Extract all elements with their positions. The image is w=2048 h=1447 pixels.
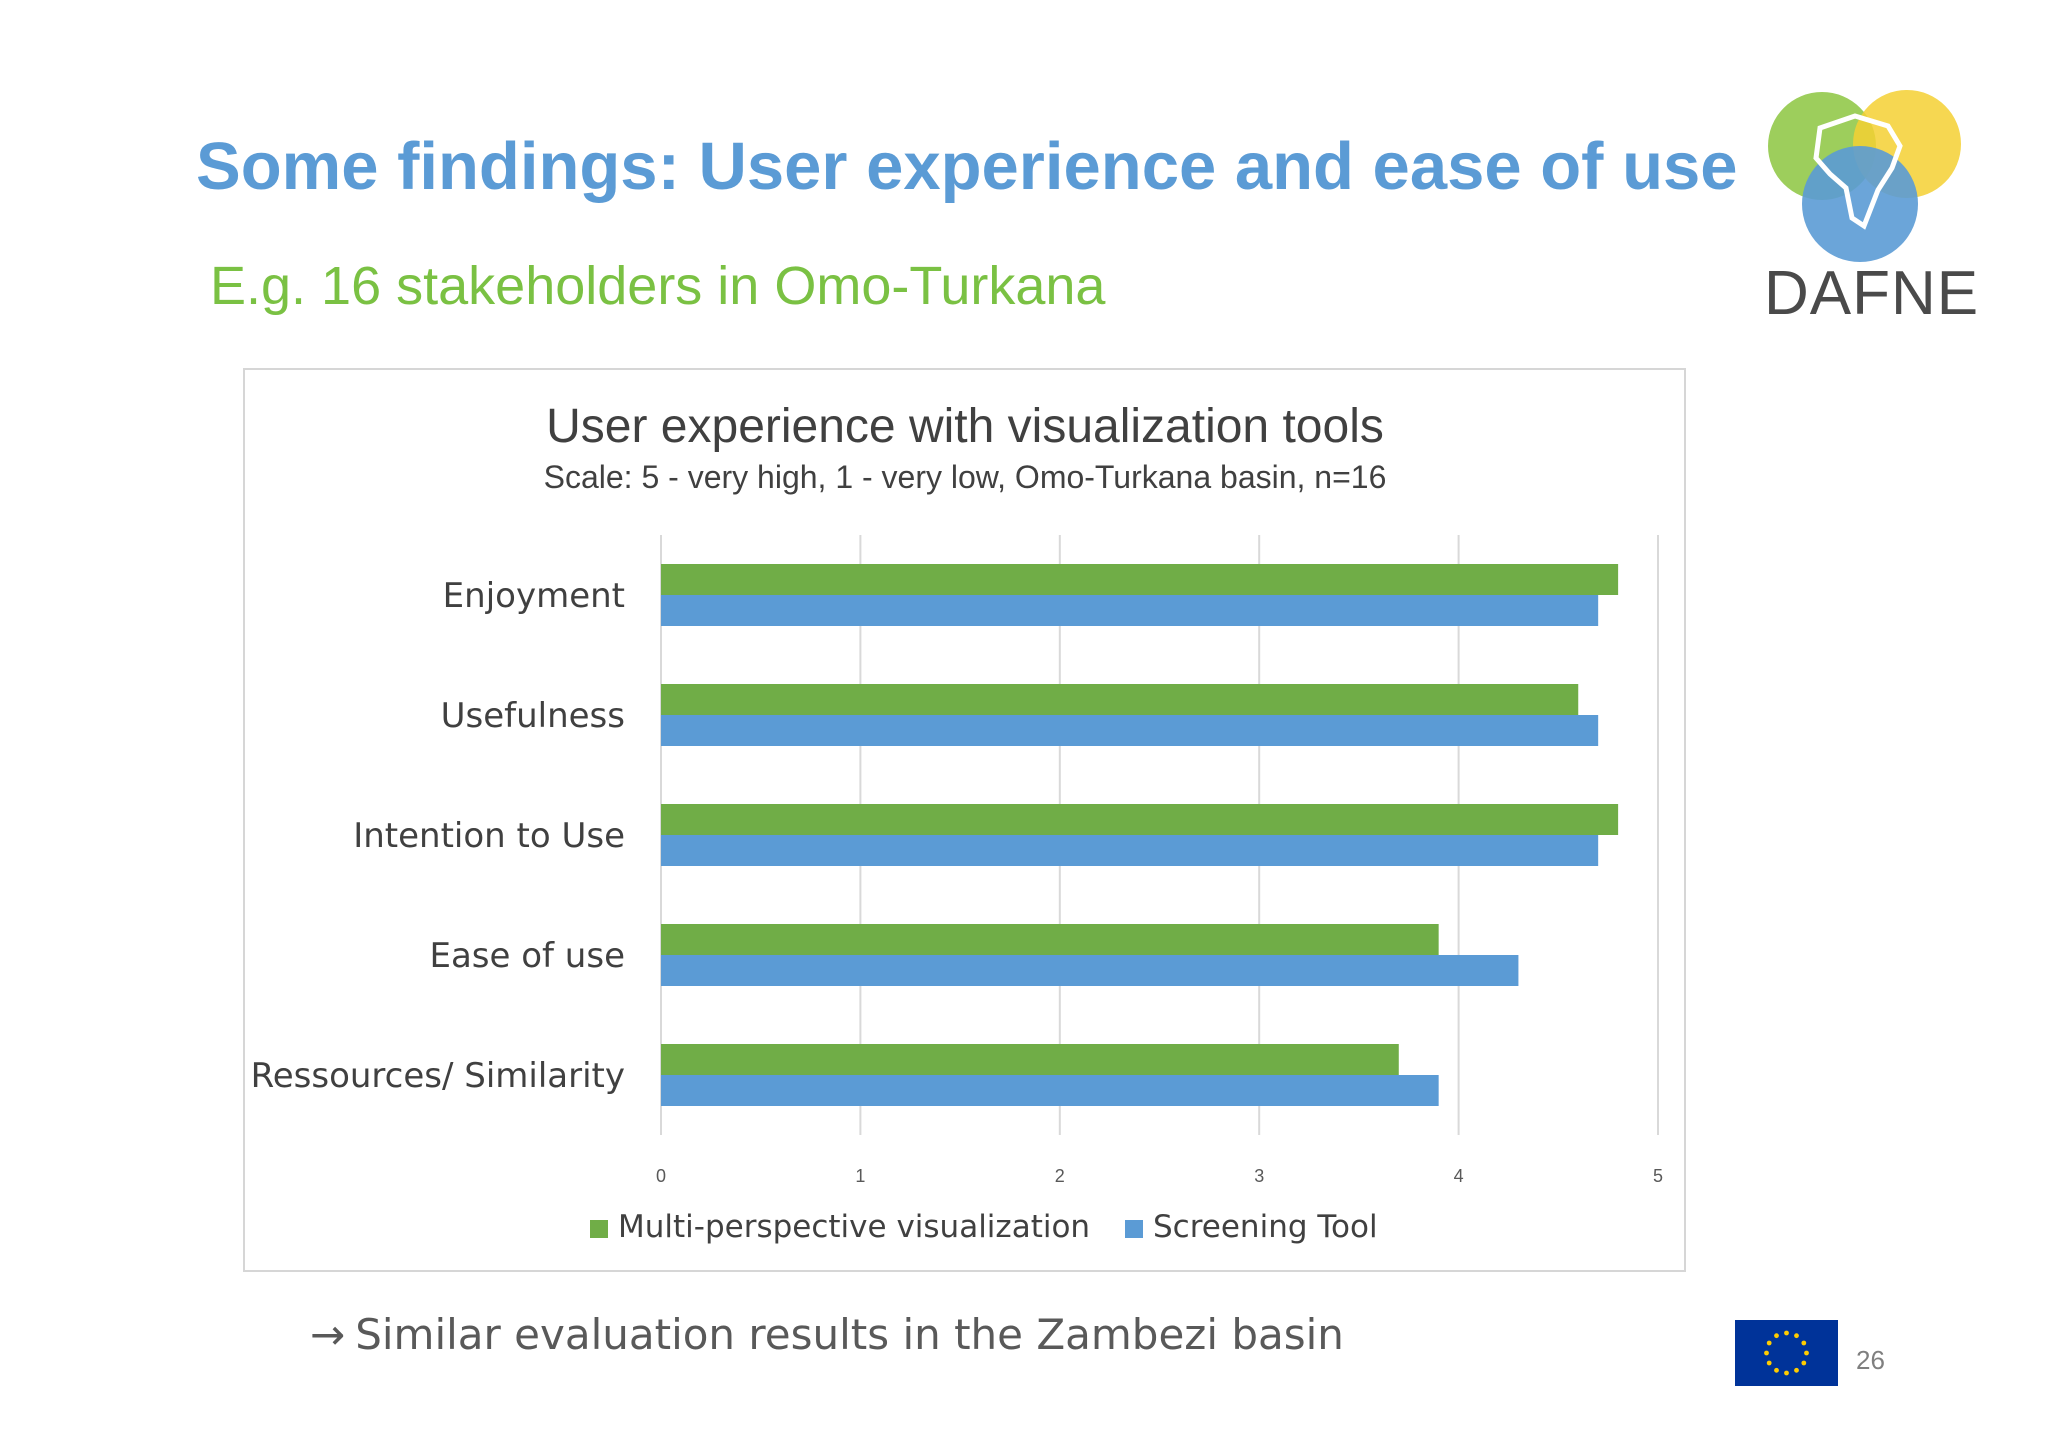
- bar-0-1: [661, 595, 1599, 626]
- eu-star-7: [1766, 1340, 1772, 1346]
- bar-2-1: [661, 835, 1599, 866]
- x-tick-label-5: 5: [1653, 1166, 1663, 1186]
- bar-chart: Enjoyment Usefulness Intention to Use Ease …: [251, 400, 1663, 1245]
- chart-category-labels: Enjoyment Usefulness Intention to Use Ease …: [251, 576, 625, 1096]
- eu-star-8: [1774, 1333, 1779, 1339]
- eu-star-9: [1784, 1330, 1789, 1336]
- bar-2-0: [661, 804, 1619, 835]
- footnote: → Similar evaluation results in the Zambe…: [310, 1310, 1344, 1359]
- bar-4-1: [661, 1075, 1439, 1106]
- bar-1-0: [661, 684, 1579, 715]
- slide-subtitle: E.g. 16 stakeholders in Omo-Turkana: [210, 256, 1106, 316]
- legend-label-0: Multi-perspective visualization: [618, 1209, 1090, 1245]
- chart-bars: [661, 564, 1619, 1106]
- eu-star-6: [1764, 1350, 1769, 1356]
- category-label-3: Ease of use: [429, 936, 625, 976]
- x-tick-label-4: 4: [1454, 1166, 1464, 1186]
- bar-3-0: [661, 924, 1439, 955]
- bar-4-0: [661, 1044, 1399, 1075]
- category-label-1: Usefulness: [441, 696, 625, 736]
- eu-star-5: [1766, 1360, 1772, 1366]
- eu-star-0: [1804, 1350, 1809, 1356]
- eu-star-1: [1801, 1360, 1807, 1366]
- eu-star-11: [1801, 1340, 1807, 1346]
- bar-3-1: [661, 955, 1519, 986]
- footnote-text: Similar evaluation results in the Zambez…: [355, 1310, 1344, 1359]
- x-tick-label-1: 1: [855, 1166, 865, 1186]
- page-number: 26: [1856, 1345, 1885, 1375]
- category-label-0: Enjoyment: [443, 576, 625, 616]
- dafne-logo: [1768, 90, 1961, 262]
- slide-title: Some findings: User experience and ease …: [196, 129, 1738, 204]
- africa-outline-icon: [1813, 113, 1903, 230]
- chart-subtitle: Scale: 5 - very high, 1 - very low, Omo-…: [544, 459, 1387, 495]
- eu-star-3: [1784, 1370, 1789, 1376]
- bar-1-1: [661, 715, 1599, 746]
- eu-flag-icon: [1735, 1320, 1838, 1386]
- x-tick-label-0: 0: [656, 1166, 666, 1186]
- chart-title: User experience with visualization tools: [546, 400, 1384, 453]
- x-tick-label-3: 3: [1254, 1166, 1264, 1186]
- category-label-4: Ressources/ Similarity: [251, 1056, 625, 1096]
- eu-star-10: [1794, 1333, 1799, 1339]
- eu-star-4: [1774, 1367, 1779, 1373]
- arrow-right-icon: →: [310, 1310, 346, 1359]
- legend-swatch-1: [1125, 1220, 1143, 1238]
- bar-0-0: [661, 564, 1619, 595]
- eu-flag-background: [1735, 1320, 1838, 1386]
- chart-frame: Enjoyment Usefulness Intention to Use Ease …: [243, 368, 1686, 1272]
- eu-star-2: [1794, 1367, 1799, 1373]
- logo-text: DAFNE: [1764, 259, 1980, 328]
- legend-label-1: Screening Tool: [1153, 1209, 1378, 1245]
- category-label-2: Intention to Use: [353, 816, 625, 856]
- chart-legend: Multi-perspective visualization Screening…: [590, 1209, 1378, 1245]
- legend-swatch-0: [590, 1220, 608, 1238]
- x-tick-label-2: 2: [1055, 1166, 1065, 1186]
- chart-tick-labels: 0 1 2 3 4 5: [656, 1166, 1663, 1186]
